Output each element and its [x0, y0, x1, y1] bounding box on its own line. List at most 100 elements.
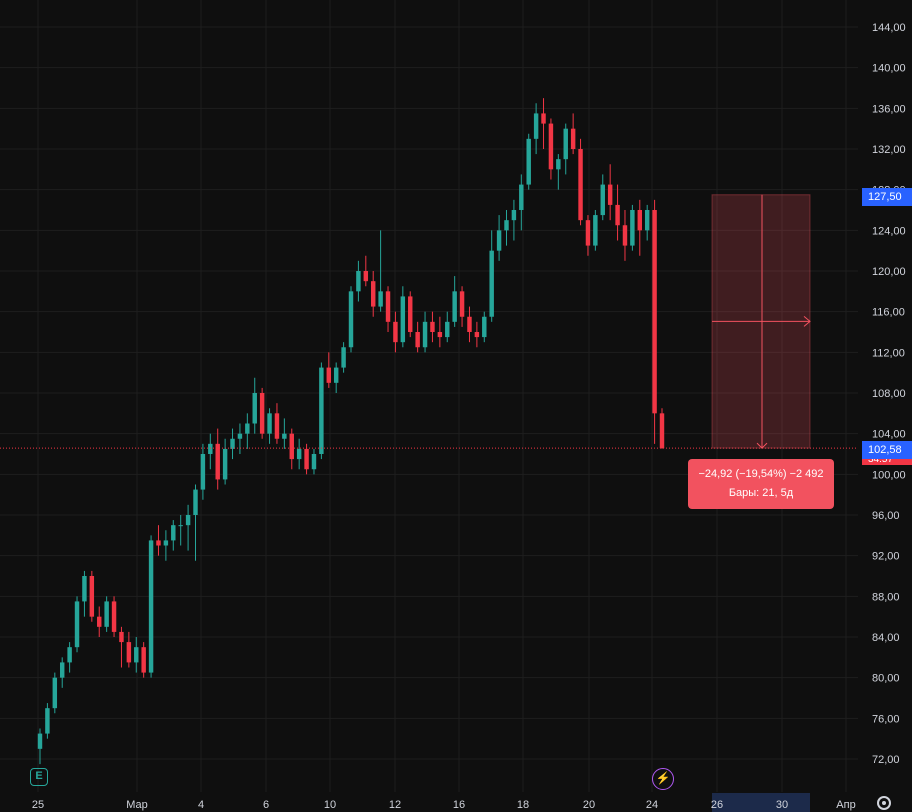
candle-body: [245, 423, 250, 434]
candle-body: [541, 113, 546, 124]
x-tick-label: Апр: [836, 799, 855, 811]
measure-price-tag: 127,50: [862, 188, 912, 206]
candle-body: [171, 525, 176, 541]
candle-body: [519, 184, 524, 210]
candle-body: [585, 220, 591, 246]
candle-body: [445, 321, 450, 338]
candle-body: [533, 113, 539, 139]
y-tick-label: 124,00: [872, 225, 906, 237]
x-tick-label: Мар: [126, 799, 148, 811]
y-tick-label: 96,00: [872, 510, 900, 522]
candle-body: [304, 448, 309, 470]
candle-body: [437, 332, 443, 338]
candle-body: [104, 601, 109, 627]
candle-body: [341, 347, 346, 368]
x-tick-label: 30: [776, 799, 788, 811]
candle-body: [630, 210, 635, 246]
candle-body: [363, 271, 369, 282]
candle-body: [289, 433, 294, 460]
candle-body: [600, 184, 605, 216]
candle-body: [622, 225, 628, 246]
candle-body: [185, 515, 191, 526]
measure-tooltip: −24,92 (−19,54%) −2 492 Бары: 21, 5д: [688, 459, 834, 509]
candle-body: [556, 159, 561, 170]
candle-body: [222, 448, 228, 480]
flash-icon[interactable]: ⚡: [652, 768, 674, 790]
candle-body: [637, 210, 643, 231]
candle-body: [511, 210, 517, 221]
y-tick-label: 76,00: [872, 713, 900, 725]
x-tick-label: 26: [711, 799, 723, 811]
x-tick-label: 16: [453, 799, 465, 811]
candle-body: [578, 149, 583, 221]
candle-body: [274, 413, 280, 439]
candle-body: [430, 321, 435, 332]
x-tick-label: 12: [389, 799, 401, 811]
earnings-icon[interactable]: E: [30, 768, 48, 786]
candle-body: [148, 540, 154, 673]
candle-body: [89, 576, 95, 617]
candle-body: [141, 647, 146, 673]
y-tick-label: 112,00: [872, 347, 905, 359]
y-tick-label: 120,00: [872, 266, 906, 278]
x-tick-label: 24: [646, 799, 658, 811]
candle-body: [526, 138, 531, 185]
x-tick-label: 25: [32, 799, 44, 811]
candle-body: [178, 525, 183, 527]
candle-body: [215, 443, 220, 480]
candle-body: [111, 601, 117, 632]
candle-body: [59, 662, 65, 678]
candle-body: [489, 250, 494, 317]
candle-body: [393, 321, 398, 343]
candle-body: [296, 448, 302, 460]
candle-body: [326, 367, 332, 383]
candle-body: [267, 413, 272, 434]
candle-body: [74, 601, 80, 648]
y-tick-label: 92,00: [872, 551, 900, 563]
candle-body: [237, 433, 243, 439]
candle-body: [467, 316, 472, 332]
candle-body: [119, 631, 124, 643]
y-tick-label: 136,00: [872, 103, 906, 115]
candle-body: [356, 271, 361, 292]
candle-body: [496, 230, 502, 251]
candle-body: [126, 642, 132, 663]
candle-body: [134, 647, 139, 663]
candle-body: [370, 281, 376, 307]
candle-body: [548, 123, 554, 170]
x-tick-label: 4: [198, 799, 204, 811]
gear-icon[interactable]: [877, 796, 891, 810]
candle-body: [163, 540, 169, 546]
candle-body: [482, 316, 487, 338]
measure-arrow-right: [803, 316, 811, 327]
candle-body: [452, 291, 457, 322]
candle-body: [563, 128, 568, 160]
candle-body: [644, 210, 650, 231]
candle-body: [385, 291, 391, 322]
y-tick-label: 88,00: [872, 591, 900, 603]
candle-body: [97, 616, 102, 627]
y-tick-label: 132,00: [872, 144, 906, 156]
candle-body: [459, 291, 465, 317]
y-tick-label: 104,00: [872, 429, 906, 441]
candle-body: [593, 215, 598, 246]
x-tick-label: 18: [517, 799, 529, 811]
current-price-tag: 102,58: [862, 441, 912, 459]
candle-body: [37, 733, 43, 749]
candle-body: [400, 296, 406, 343]
countdown-tag: 34:57: [862, 454, 912, 465]
candle-body: [570, 128, 576, 149]
candle-body: [652, 210, 657, 414]
candle-body: [45, 708, 50, 734]
candle-body: [415, 332, 420, 348]
candle-body: [52, 677, 58, 709]
candle-body: [230, 438, 235, 449]
x-tick-label: 20: [583, 799, 595, 811]
x-axis-range-highlight: [712, 793, 810, 812]
y-tick-label: 144,00: [872, 22, 906, 34]
candle-body: [259, 393, 265, 434]
candle-body: [200, 454, 206, 490]
candle-body: [156, 540, 161, 546]
candle-body: [67, 647, 72, 663]
